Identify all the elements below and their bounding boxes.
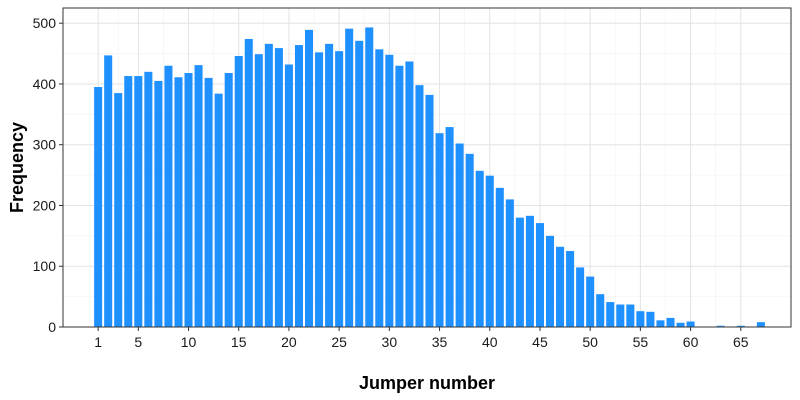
bar: [736, 325, 745, 327]
bar: [576, 267, 585, 327]
y-tick-label: 0: [48, 319, 56, 335]
x-tick-label: 60: [683, 334, 699, 350]
bar: [485, 175, 494, 327]
bar: [515, 217, 524, 327]
bar: [525, 215, 534, 327]
bar: [716, 325, 725, 327]
bar: [274, 48, 283, 327]
x-tick-label: 40: [482, 334, 498, 350]
bar: [445, 127, 454, 327]
bar: [465, 153, 474, 327]
bar: [194, 65, 203, 328]
y-tick-label: 400: [33, 76, 57, 92]
bar: [626, 304, 635, 327]
x-tick-label: 30: [382, 334, 398, 350]
bar: [455, 143, 464, 327]
y-tick-label: 300: [33, 137, 57, 153]
bar: [545, 235, 555, 327]
bar: [154, 80, 163, 327]
bar: [325, 43, 334, 327]
bar: [94, 86, 103, 328]
bar: [586, 276, 595, 327]
bar: [335, 51, 344, 327]
x-axis-title: Jumper number: [359, 373, 495, 393]
bar: [566, 251, 575, 327]
bar: [596, 294, 605, 327]
x-tick-label: 10: [181, 334, 197, 350]
bar: [415, 85, 424, 327]
bar: [134, 76, 143, 327]
x-tick-label: 35: [432, 334, 448, 350]
bar: [264, 43, 273, 327]
bar: [315, 52, 324, 328]
bar: [104, 55, 113, 327]
x-tick-label: 65: [733, 334, 749, 350]
bar: [345, 28, 354, 327]
bar: [204, 77, 213, 327]
bar: [495, 187, 504, 327]
bar: [616, 304, 625, 327]
bar: [355, 40, 364, 328]
bar: [214, 93, 223, 327]
bar: [284, 64, 293, 327]
bar: [184, 73, 193, 328]
x-tick-label: 5: [134, 334, 142, 350]
x-tick-label: 25: [331, 334, 347, 350]
bar: [305, 29, 314, 328]
x-tick-label: 55: [633, 334, 649, 350]
bar: [666, 317, 675, 327]
bars: [94, 27, 765, 328]
bar: [174, 77, 183, 328]
x-tick-label: 20: [281, 334, 297, 350]
bar: [646, 311, 655, 327]
bar: [114, 93, 123, 327]
bar: [234, 56, 243, 327]
bar: [535, 223, 544, 327]
bar: [224, 73, 233, 328]
bar: [395, 65, 404, 327]
bar: [505, 199, 514, 327]
bar: [556, 246, 565, 327]
y-axis-title: Frequency: [7, 122, 27, 213]
bar: [606, 302, 615, 327]
y-tick-label: 500: [33, 15, 57, 31]
bar: [475, 170, 484, 327]
bar: [636, 311, 645, 327]
bar: [656, 320, 665, 327]
bar: [676, 322, 685, 327]
bar: [686, 321, 695, 327]
x-tick-label: 45: [532, 334, 548, 350]
bar: [124, 76, 133, 327]
bar: [385, 54, 394, 327]
bar: [756, 322, 765, 327]
x-tick-label: 1: [94, 334, 102, 350]
x-tick-label: 50: [582, 334, 598, 350]
x-tick-label: 15: [231, 334, 247, 350]
bar: [375, 49, 384, 327]
bar: [294, 45, 303, 328]
bar: [254, 54, 263, 328]
bar: [365, 27, 374, 327]
bar: [425, 94, 434, 327]
y-tick-label: 200: [33, 197, 57, 213]
plot-border: [62, 7, 792, 328]
bar: [144, 71, 153, 327]
bar: [405, 61, 414, 327]
bar: [164, 65, 173, 327]
y-tick-label: 100: [33, 258, 57, 274]
bar: [244, 38, 253, 328]
bar: [435, 133, 444, 327]
